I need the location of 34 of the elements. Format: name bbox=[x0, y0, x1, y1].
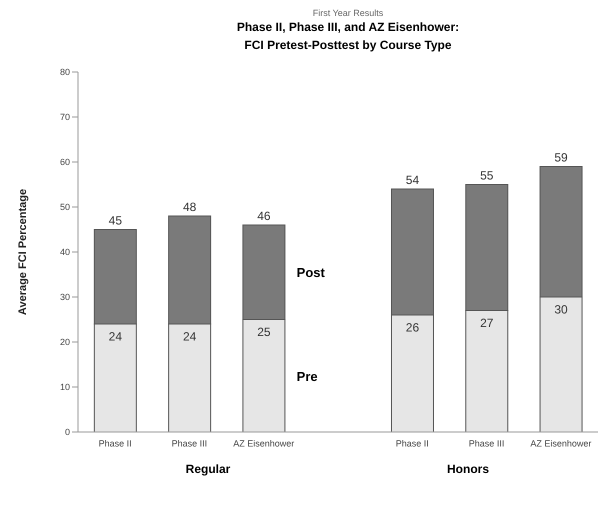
total-label: 55 bbox=[480, 168, 494, 182]
y-axis-title: Average FCI Percentage bbox=[16, 188, 29, 316]
x-tick-label: AZ Eisenhower bbox=[233, 438, 294, 448]
total-label: 59 bbox=[554, 150, 568, 164]
y-tick-label: 40 bbox=[60, 247, 70, 258]
text: Honors bbox=[446, 462, 490, 476]
data-label: 25 bbox=[257, 325, 271, 340]
data-label: 27 bbox=[480, 316, 494, 330]
y-tick-label: 20 bbox=[60, 337, 70, 348]
y-tick-label: 0 bbox=[64, 427, 70, 438]
total-label: 45 bbox=[108, 214, 122, 228]
series-label: Post bbox=[296, 265, 325, 280]
y-tick-label: 70 bbox=[60, 112, 70, 122]
data-label: 26 bbox=[406, 320, 420, 335]
total-label: 46 bbox=[257, 209, 271, 223]
x-tick-label: Phase III bbox=[172, 438, 208, 448]
chart-subtitle: First Year Results bbox=[312, 8, 384, 18]
text: Regular bbox=[184, 462, 232, 476]
data-label: 30 bbox=[554, 302, 568, 317]
data-label: 24 bbox=[182, 330, 197, 344]
total-label: 54 bbox=[406, 173, 420, 187]
chart-title: Phase II, Phase III, and AZ Eisenhower: FCI Pretest-Posttest by Course Type bbox=[236, 19, 460, 54]
y-tick-label: 10 bbox=[60, 382, 70, 392]
data-label: 24 bbox=[108, 330, 122, 344]
x-tick-label: Phase II bbox=[396, 438, 429, 448]
series-label: Pre bbox=[296, 369, 318, 384]
y-tick-label: 60 bbox=[60, 157, 70, 168]
y-tick-label: 50 bbox=[60, 202, 70, 212]
y-tick-label: 80 bbox=[60, 67, 70, 78]
x-tick-label: Phase III bbox=[468, 438, 504, 448]
x-tick-label: AZ Eisenhower bbox=[530, 438, 592, 448]
y-tick-label: 30 bbox=[60, 292, 70, 302]
total-label: 48 bbox=[182, 200, 197, 214]
x-tick-label: Phase II bbox=[98, 438, 132, 448]
